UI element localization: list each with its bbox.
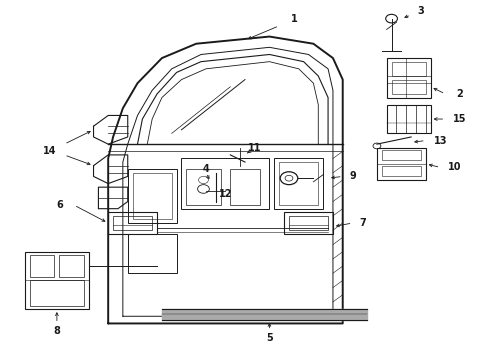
Bar [230,169,260,205]
Text: 12: 12 [219,189,232,199]
Text: 7: 7 [359,218,366,228]
Bar [274,158,323,209]
Bar [382,166,421,176]
Bar [289,216,328,230]
Bar [392,80,426,94]
Text: 5: 5 [266,333,273,343]
Text: 1: 1 [291,14,297,24]
Text: 14: 14 [43,146,56,156]
Bar [133,173,172,220]
Text: 6: 6 [56,200,63,210]
Text: 9: 9 [349,171,356,181]
Bar [392,62,426,76]
Bar [59,255,84,277]
Bar [30,255,54,277]
Text: 13: 13 [434,136,447,145]
Bar [387,58,431,98]
Text: 10: 10 [448,162,462,172]
Text: 3: 3 [417,6,424,17]
Text: 2: 2 [457,89,464,99]
Bar [284,212,333,234]
Bar [25,252,89,309]
Bar [279,162,318,205]
Bar [108,212,157,234]
Bar [382,149,421,160]
Text: 11: 11 [248,143,262,153]
Text: 8: 8 [53,325,60,336]
Bar [30,280,84,306]
Bar [181,158,270,209]
Bar [128,169,176,223]
Bar [186,169,220,205]
Text: 4: 4 [202,164,209,174]
Bar [387,105,431,134]
Bar [377,148,426,180]
Text: 15: 15 [453,114,467,124]
Bar [113,216,152,230]
Bar [128,234,176,273]
